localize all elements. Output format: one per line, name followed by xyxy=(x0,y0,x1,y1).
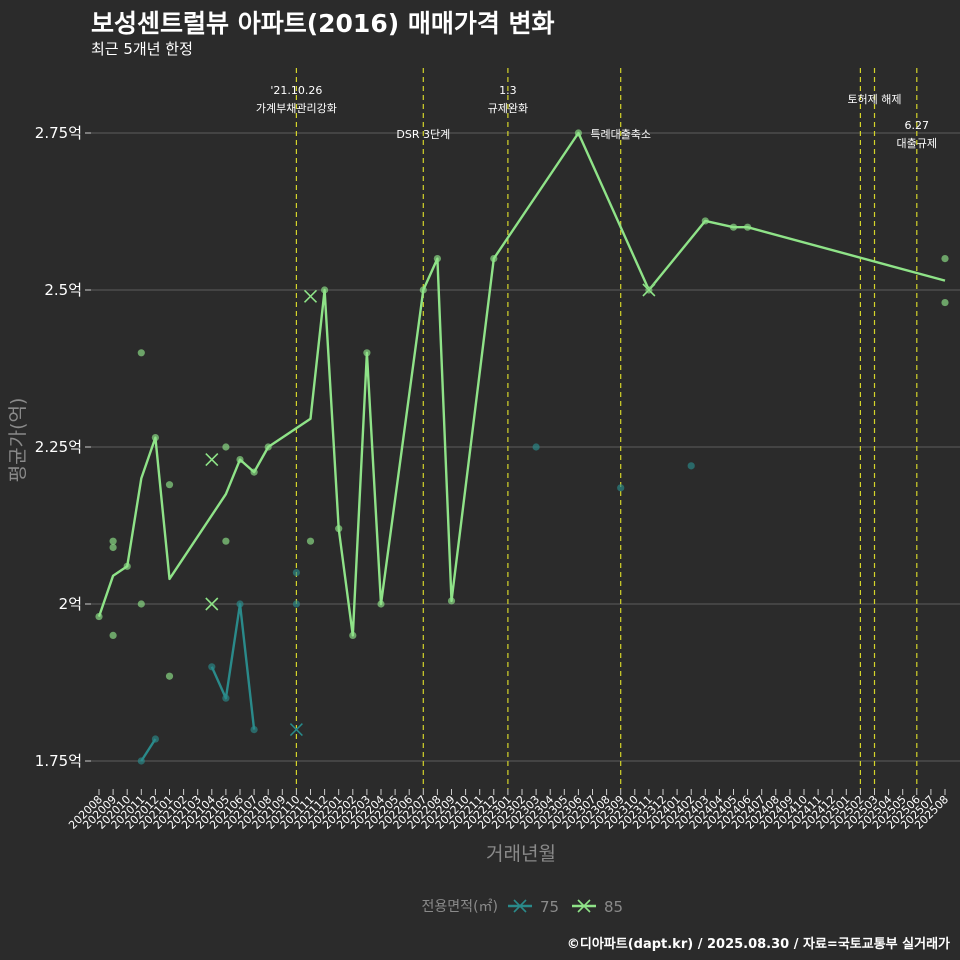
data-point-75 xyxy=(292,600,300,608)
data-point-75 xyxy=(208,663,216,671)
data-point-85 xyxy=(574,129,583,137)
data-point-75 xyxy=(236,600,244,608)
data-point-85 xyxy=(165,481,174,489)
data-point-75 xyxy=(292,569,300,577)
series-group xyxy=(95,129,949,765)
data-point-85 xyxy=(250,468,258,476)
event-label: 규제완화 xyxy=(488,102,528,115)
y-tick-label: 2.25억 xyxy=(35,438,82,456)
data-point-85 xyxy=(490,255,498,263)
x-marker xyxy=(205,452,219,467)
data-point-85 xyxy=(222,537,230,545)
chart-title: 보성센트럴뷰 아파트(2016) 매매가격 변화 xyxy=(91,9,555,38)
x-marker xyxy=(642,283,656,297)
y-tick-label: 2억 xyxy=(59,595,82,613)
legend-label-85: 85 xyxy=(604,898,623,916)
data-point-85 xyxy=(941,298,949,307)
y-tick-label: 1.75억 xyxy=(35,752,82,770)
event-label: '21.10.26 xyxy=(270,84,322,97)
event-label: 1.3 xyxy=(499,84,517,97)
data-point-85 xyxy=(264,443,272,451)
y-tick-label: 2.5억 xyxy=(44,281,82,299)
data-point-85 xyxy=(95,612,103,621)
data-point-85 xyxy=(109,631,117,640)
event-label: DSR 3단계 xyxy=(396,128,450,141)
data-point-85 xyxy=(236,455,244,464)
data-point-85 xyxy=(377,600,385,608)
data-point-75 xyxy=(137,757,145,765)
legend-label-75: 75 xyxy=(540,898,559,916)
data-point-75 xyxy=(151,735,159,743)
data-point-85 xyxy=(151,433,159,442)
series-line-85 xyxy=(97,131,946,637)
data-point-85 xyxy=(137,349,145,357)
x-axis-title: 거래년월 xyxy=(486,843,556,865)
data-point-75 xyxy=(250,726,258,734)
data-point-85 xyxy=(306,537,315,545)
y-axis-title: 평균가(억) xyxy=(7,398,29,483)
event-label: 6.27 xyxy=(905,119,930,132)
data-point-75 xyxy=(222,694,230,702)
data-point-85 xyxy=(744,223,752,231)
data-point-85 xyxy=(433,255,441,263)
data-point-85 xyxy=(321,286,329,294)
grid-lines xyxy=(91,132,960,762)
data-point-75 xyxy=(532,443,540,451)
y-tick-label: 2.75억 xyxy=(35,124,82,142)
data-point-85 xyxy=(123,562,131,570)
x-marker xyxy=(289,723,303,737)
data-point-85 xyxy=(349,631,357,640)
data-point-75 xyxy=(617,484,625,492)
x-axis-ticks: 2020082020092020102020112020122021012021… xyxy=(66,789,951,832)
data-point-85 xyxy=(335,525,343,533)
y-axis-ticks: 1.75억 2억 2.25억 2.5억 2.75억 xyxy=(35,124,91,770)
data-point-85 xyxy=(363,349,371,357)
data-point-85 xyxy=(222,443,230,451)
series-line-75 xyxy=(210,602,256,730)
data-point-85 xyxy=(447,597,456,605)
data-point-85 xyxy=(109,543,117,552)
data-point-85 xyxy=(941,255,949,263)
x-marker xyxy=(205,597,219,611)
data-point-75 xyxy=(687,462,695,470)
event-label: 특례대출축소 xyxy=(590,128,651,141)
data-point-85 xyxy=(419,286,427,294)
data-point-85 xyxy=(165,672,174,680)
event-label: 대출규제 xyxy=(897,137,937,150)
series-line-75 xyxy=(140,738,157,762)
legend-key-x-85 xyxy=(577,899,591,913)
event-label: 토허제 해제 xyxy=(847,92,901,106)
legend: 전용면적(㎡) 75 85 xyxy=(422,898,624,916)
chart-subtitle: 최근 5개년 한정 xyxy=(91,40,193,58)
data-point-85 xyxy=(729,223,738,231)
data-point-85 xyxy=(701,217,709,225)
x-marker xyxy=(303,289,318,303)
legend-key-x-75 xyxy=(513,899,527,913)
legend-title: 전용면적(㎡) xyxy=(422,899,498,915)
data-point-85 xyxy=(137,600,145,608)
data-point-85 xyxy=(109,537,117,545)
event-label: 가계부채관리강화 xyxy=(256,102,337,115)
chart-caption: ©디아파트(dapt.kr) / 2025.08.30 / 자료=국토교통부 실… xyxy=(566,937,950,952)
